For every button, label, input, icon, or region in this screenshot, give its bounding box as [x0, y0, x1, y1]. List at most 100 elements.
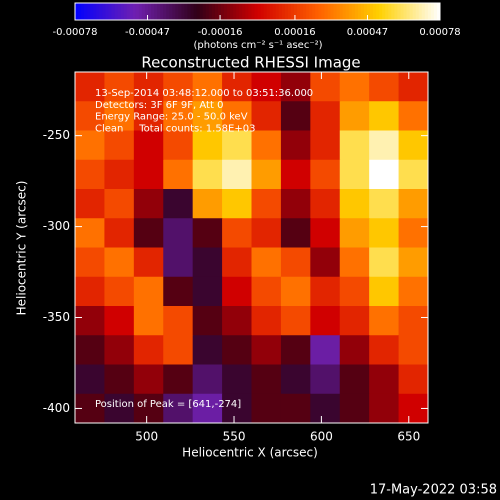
heatmap-cell — [163, 276, 194, 307]
colorbar-swatch — [290, 3, 295, 20]
heatmap-cell — [75, 247, 105, 278]
heatmap-cell — [222, 247, 252, 278]
heatmap-cell — [192, 393, 223, 424]
colorbar-frame — [74, 2, 441, 21]
heatmap-cell — [192, 189, 223, 219]
heatmap-cell — [222, 306, 252, 336]
colorbar-swatch — [196, 3, 201, 20]
heatmap-cell — [133, 218, 164, 248]
heatmap-cell — [192, 130, 223, 161]
heatmap-cell — [104, 189, 135, 219]
colorbar-swatch — [306, 3, 310, 20]
heatmap-cell — [75, 189, 105, 219]
heatmap-cell — [192, 364, 223, 395]
colorbar-swatch — [245, 3, 249, 20]
colorbar-swatch — [373, 3, 377, 20]
heatmap-cell — [398, 276, 429, 307]
heatmap-cell — [163, 364, 194, 395]
x-axis-label: Heliocentric X (arcsec) — [182, 446, 318, 460]
heatmap-cell — [192, 159, 223, 190]
colorbar-swatch — [163, 3, 167, 20]
heatmap-cell — [280, 159, 311, 190]
heatmap-cell — [104, 218, 135, 248]
heatmap-cell — [133, 247, 164, 278]
heatmap-cell — [369, 130, 400, 161]
heatmap-cell — [104, 130, 135, 161]
colorbar-swatch — [363, 3, 368, 20]
heatmap-cell — [339, 306, 370, 336]
heatmap-cell — [369, 101, 400, 131]
colorbar-swatch — [87, 3, 91, 20]
colorbar-swatch — [284, 3, 289, 20]
heatmap-cell — [280, 393, 311, 424]
heatmap-cell — [251, 364, 282, 395]
colorbar-swatch — [157, 3, 161, 20]
colorbar-swatch — [208, 3, 213, 20]
heatmap-cell — [251, 393, 282, 424]
colorbar-swatch — [351, 3, 356, 20]
colorbar-swatch — [427, 3, 432, 20]
colorbar-swatch — [75, 3, 79, 20]
colorbar-swatch — [166, 3, 170, 20]
colorbar-swatch — [132, 3, 137, 20]
heatmap-cell — [369, 393, 400, 424]
heatmap-cell — [398, 130, 429, 161]
colorbar-swatch — [260, 3, 265, 20]
colorbar-swatch — [129, 3, 134, 20]
heatmap-cell — [75, 218, 105, 248]
heatmap-cell — [398, 101, 429, 131]
heatmap-cell — [104, 335, 135, 365]
colorbar-swatch — [424, 3, 429, 20]
heatmap-cell — [310, 335, 341, 365]
heatmap-cell — [75, 306, 105, 336]
colorbar-swatch — [421, 3, 426, 20]
heatmap-cell — [310, 72, 341, 102]
x-tick-label: 500 — [135, 430, 158, 444]
colorbar-swatch — [318, 3, 322, 20]
colorbar-tick-label: 0.00016 — [274, 27, 315, 38]
heatmap-cell — [104, 101, 135, 131]
colorbar-swatch — [409, 3, 414, 20]
colorbar-swatch — [181, 3, 185, 20]
heatmap-cell — [163, 218, 194, 248]
heatmap-cell — [222, 276, 252, 307]
heatmap-cell — [339, 101, 370, 131]
heatmap-cell — [310, 101, 341, 131]
heatmap-cell — [192, 218, 223, 248]
heatmap-cell — [280, 335, 311, 365]
colorbar-swatch — [342, 3, 347, 20]
colorbar-swatch — [169, 3, 173, 20]
x-tick-label: 600 — [310, 430, 333, 444]
colorbar-swatch — [184, 3, 189, 20]
heatmap-cell — [133, 364, 164, 395]
heatmap-cell — [163, 72, 194, 102]
y-tick-label: -300 — [43, 219, 70, 233]
heatmap-cell — [104, 306, 135, 336]
y-axis-label: Heliocentric Y (arcsec) — [15, 181, 29, 316]
colorbar-swatch — [120, 3, 125, 20]
heatmap-cell — [133, 306, 164, 336]
x-tick-label: 650 — [397, 430, 420, 444]
heatmap-cell — [310, 364, 341, 395]
colorbar-swatch — [339, 3, 344, 20]
colorbar-tick-label: 0.00078 — [419, 27, 460, 38]
colorbar-swatch — [236, 3, 240, 20]
heatmap-cell — [280, 306, 311, 336]
colorbar-swatch — [348, 3, 353, 20]
heatmap-cell — [133, 393, 164, 424]
heatmap-cell — [133, 276, 164, 307]
colorbar-swatch — [433, 3, 438, 20]
colorbar-swatch — [303, 3, 307, 20]
annotation: Detectors: 3F 6F 9F, Att 0 — [95, 100, 223, 111]
colorbar-tick-label: -0.00078 — [53, 27, 98, 38]
heatmap-cell — [369, 364, 400, 395]
heatmap-cell — [310, 159, 341, 190]
colorbar-swatch — [81, 3, 85, 20]
heatmap-cell — [280, 247, 311, 278]
colorbar-swatch — [397, 3, 401, 20]
heatmap-cell — [398, 189, 429, 219]
colorbar-swatch — [242, 3, 246, 20]
heatmap-cell — [222, 130, 252, 161]
colorbar-swatch — [330, 3, 335, 20]
